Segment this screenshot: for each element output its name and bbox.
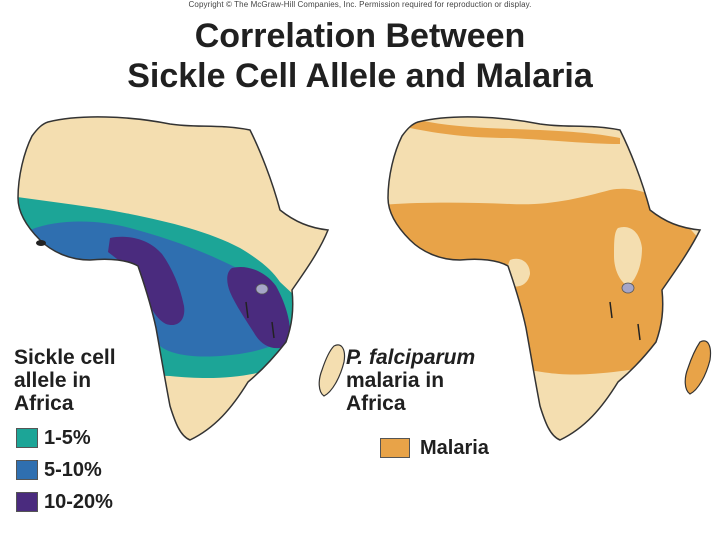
malaria-map	[387, 116, 712, 441]
title-line-1: Correlation Between	[194, 17, 526, 55]
malaria-legend-title-line-1: P. falciparum	[346, 346, 476, 369]
zone-10-20-west	[108, 236, 185, 326]
malaria-north-strip	[410, 118, 620, 144]
legend-label-1-5: 1-5%	[44, 427, 91, 449]
title-line-2: Sickle Cell Allele and Malaria	[127, 57, 593, 95]
legend-label-10-20: 10-20%	[44, 491, 113, 513]
lake-victoria	[255, 283, 269, 295]
malaria-legend-title-line-3: Africa	[346, 392, 406, 415]
lake-tanganyika-r	[609, 301, 613, 319]
swatch-5-10	[16, 460, 38, 480]
madagascar-left	[318, 344, 346, 397]
swatch-malaria	[380, 438, 410, 458]
west-coast-patch	[36, 240, 46, 246]
lake-victoria-r	[621, 282, 635, 294]
lake-malawi	[271, 321, 275, 339]
malaria-legend-title-line-2: malaria in	[346, 369, 445, 392]
lake-malawi-r	[637, 323, 641, 341]
copyright-notice: Copyright © The McGraw-Hill Companies, I…	[188, 0, 532, 9]
legend-label-malaria: Malaria	[420, 437, 489, 459]
madagascar-right	[684, 340, 712, 395]
swatch-10-20	[16, 492, 38, 512]
legend-label-5-10: 5-10%	[44, 459, 102, 481]
sickle-legend-title-line-2: allele in	[14, 369, 92, 392]
sickle-legend-title-line-1: Sickle cell	[14, 346, 116, 369]
sickle-legend-title-line-3: Africa	[14, 392, 74, 415]
zone-10-20-east	[227, 266, 291, 349]
sickle-cell-map	[17, 116, 346, 441]
swatch-1-5	[16, 428, 38, 448]
highland-gap	[614, 226, 642, 286]
lake-tanganyika	[245, 301, 249, 319]
